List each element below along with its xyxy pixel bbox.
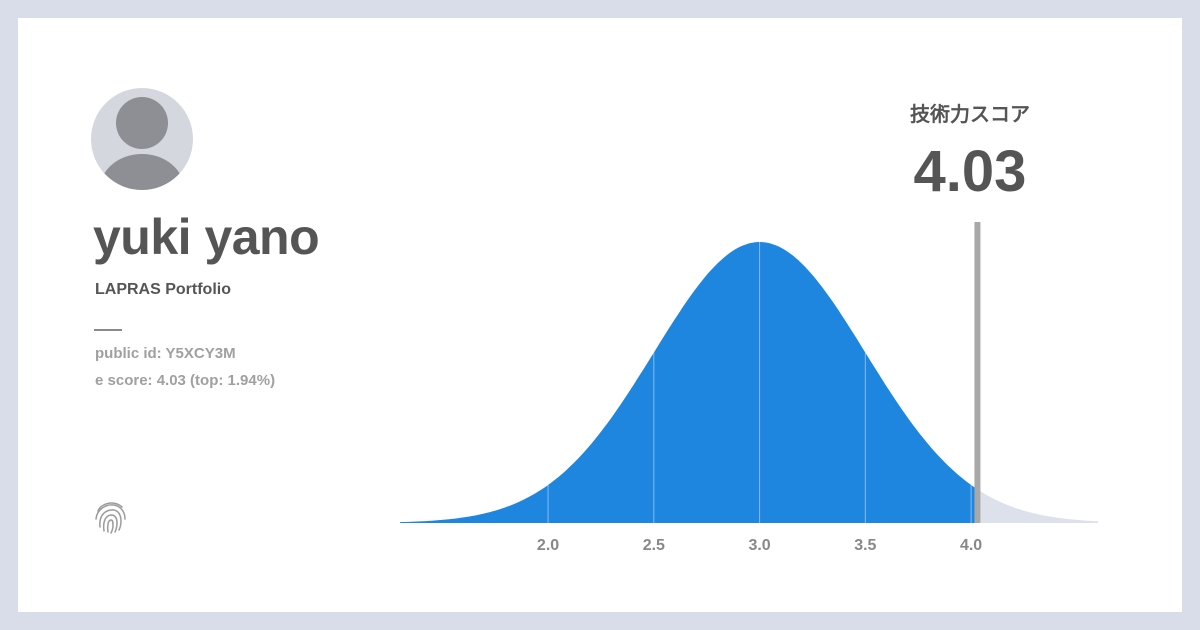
score-value: 4.03 <box>913 139 1027 204</box>
distribution-area-above <box>977 489 1098 523</box>
profile-name: yuki yano <box>93 209 320 265</box>
distribution-area-below <box>400 242 978 523</box>
avatar-head <box>116 97 168 149</box>
x-tick-label: 4.0 <box>960 537 982 554</box>
score-label: 技術力スコア <box>910 104 1030 126</box>
x-tick-label: 2.5 <box>643 537 665 554</box>
public-id: public id: Y5XCY3M <box>95 345 236 362</box>
x-tick-label: 2.0 <box>537 537 559 554</box>
profile-subtitle: LAPRAS Portfolio <box>95 281 231 298</box>
fingerprint-icon <box>92 497 130 540</box>
x-tick-label: 3.5 <box>854 537 876 554</box>
x-tick-label: 3.0 <box>748 537 770 554</box>
e-score: e score: 4.03 (top: 1.94%) <box>95 372 276 389</box>
divider <box>94 329 122 331</box>
user-avatar-icon <box>91 88 193 190</box>
